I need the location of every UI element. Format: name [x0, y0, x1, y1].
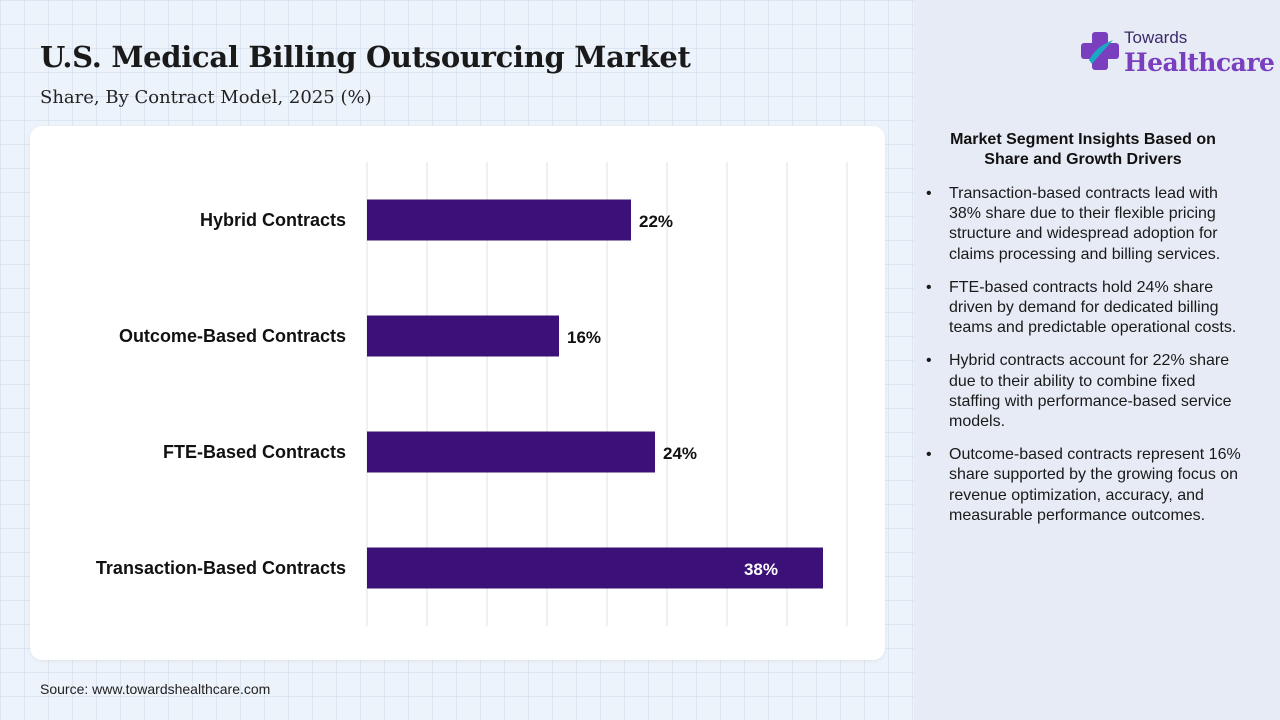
bar: [367, 199, 631, 241]
category-label: Hybrid Contracts: [200, 210, 346, 230]
data-label: 38%: [744, 560, 778, 579]
medical-cross-icon: [1081, 32, 1119, 70]
logo-text-towards: Towards: [1124, 28, 1188, 47]
source-note: Source: www.towardshealthcare.com: [40, 681, 271, 697]
insight-item: • Outcome-based contracts represent 16% …: [926, 445, 1244, 526]
insight-text: Transaction-based contracts lead with 38…: [949, 185, 1221, 263]
chart-card: Hybrid Contracts 22% Outcome-Based Contrac…: [30, 126, 885, 660]
category-label: FTE-Based Contracts: [163, 442, 346, 462]
data-label: 24%: [663, 444, 697, 463]
category-label: Outcome-Based Contracts: [119, 326, 346, 346]
bar-chart: Hybrid Contracts 22% Outcome-Based Contrac…: [96, 162, 848, 626]
bullet-icon: •: [926, 446, 932, 464]
bullet-icon: •: [926, 278, 932, 296]
brand-logo: Towards Healthcare: [1080, 28, 1275, 78]
insights-list: • Transaction-based contracts lead with …: [926, 184, 1244, 539]
insight-item: • FTE-based contracts hold 24% share dri…: [926, 278, 1244, 339]
category-label: Transaction-Based Contracts: [96, 558, 346, 578]
insights-heading: Market Segment Insights Based on Share a…: [950, 131, 1216, 168]
data-label: 16%: [567, 328, 601, 347]
page-title: U.S. Medical Billing Outsourcing Market: [40, 40, 691, 74]
bar: [367, 431, 655, 473]
insight-item: • Transaction-based contracts lead with …: [926, 184, 1244, 265]
bullet-icon: •: [926, 352, 932, 370]
insight-text: Outcome-based contracts represent 16% sh…: [949, 446, 1241, 524]
page-subtitle: Share, By Contract Model, 2025 (%): [40, 87, 372, 108]
bullet-icon: •: [926, 185, 932, 202]
logo-text-healthcare: Healthcare: [1124, 48, 1275, 77]
bar: [367, 315, 559, 357]
data-label: 22%: [639, 212, 673, 231]
insights-panel-background: [914, 0, 1280, 720]
insight-text: FTE-based contracts hold 24% share drive…: [949, 278, 1237, 337]
insight-item: • Hybrid contracts account for 22% share…: [926, 351, 1244, 432]
insight-text: Hybrid contracts account for 22% share d…: [949, 352, 1232, 431]
bar: [367, 547, 823, 589]
